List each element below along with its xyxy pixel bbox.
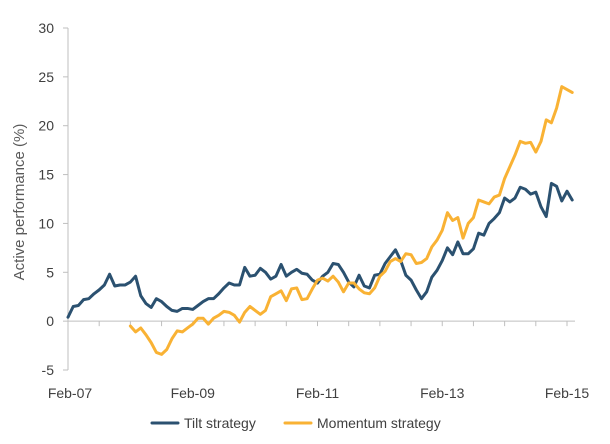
x-tick-label: Feb-09 (171, 385, 216, 401)
x-tick-label: Feb-11 (296, 385, 340, 401)
series-line-tilt-strategy (66, 181, 574, 319)
legend-label-momentum-strategy: Momentum strategy (317, 415, 441, 431)
x-tick-label: Feb-07 (48, 385, 93, 401)
x-axis: Feb-07 Feb-09 Feb-11 Feb-13 Feb-15 (48, 320, 590, 401)
y-tick-label: 20 (38, 118, 54, 134)
y-axis-ticks: -5 0 5 10 15 20 25 30 (38, 20, 68, 378)
y-tick-label: 30 (38, 20, 54, 36)
legend-label-tilt-strategy: Tilt strategy (184, 415, 256, 431)
series-layer (66, 85, 574, 356)
y-tick-label: 15 (38, 167, 54, 183)
y-tick-label: 10 (38, 215, 54, 231)
x-tick-label: Feb-13 (420, 385, 465, 401)
legend: Tilt strategy Momentum strategy (150, 415, 441, 431)
y-axis-title: Active performance (%) (11, 124, 28, 281)
series-line-momentum-strategy (128, 85, 574, 356)
y-tick-label: -5 (42, 362, 55, 378)
y-tick-label: 25 (38, 69, 54, 85)
y-tick-label: 5 (46, 264, 54, 280)
y-tick-label: 0 (46, 313, 54, 329)
x-tick-label: Feb-15 (545, 385, 590, 401)
